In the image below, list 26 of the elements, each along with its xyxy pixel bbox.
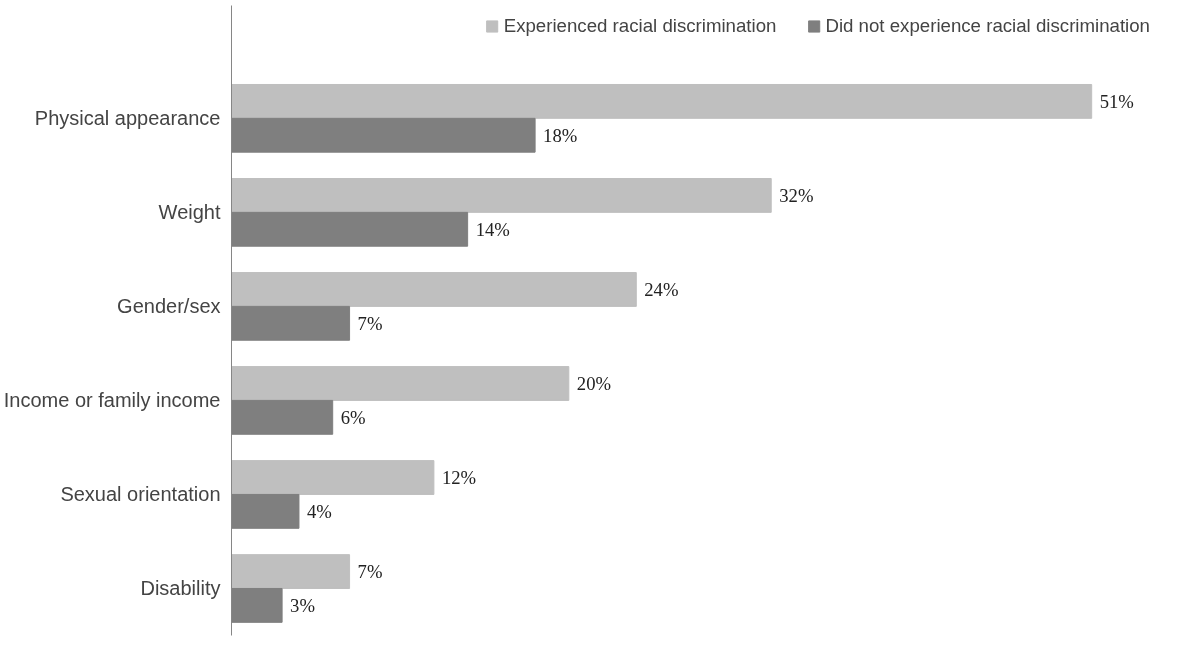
data-label: 3%	[290, 594, 315, 616]
y-tick-label: Sexual orientation	[60, 483, 221, 506]
bar	[231, 178, 772, 213]
data-label: 32%	[779, 184, 814, 206]
y-tick-label: Gender/sex	[117, 295, 221, 318]
y-tick-label: Disability	[140, 577, 221, 600]
data-label: 24%	[644, 278, 679, 300]
bar	[231, 554, 351, 589]
y-tick-label: Physical appearance	[34, 107, 221, 130]
data-label: 7%	[357, 561, 383, 583]
data-label: 18%	[543, 124, 578, 146]
data-label: 4%	[306, 500, 332, 522]
bar	[231, 83, 1093, 119]
bar	[231, 366, 570, 401]
data-label: 6%	[340, 406, 366, 428]
data-label: 20%	[576, 373, 612, 394]
bar	[231, 460, 435, 495]
data-label: 51%	[1099, 90, 1134, 112]
y-tick-label: Income or family income	[3, 389, 221, 412]
bar	[231, 272, 637, 307]
data-label: 7%	[357, 312, 383, 334]
y-tick-label: Weight	[158, 201, 221, 224]
legend-label: Did not experience racial discrimination	[825, 15, 1150, 37]
data-label: 12%	[441, 467, 477, 489]
legend-label: Experienced racial discrimination	[503, 15, 777, 37]
data-label: 14%	[475, 218, 510, 240]
